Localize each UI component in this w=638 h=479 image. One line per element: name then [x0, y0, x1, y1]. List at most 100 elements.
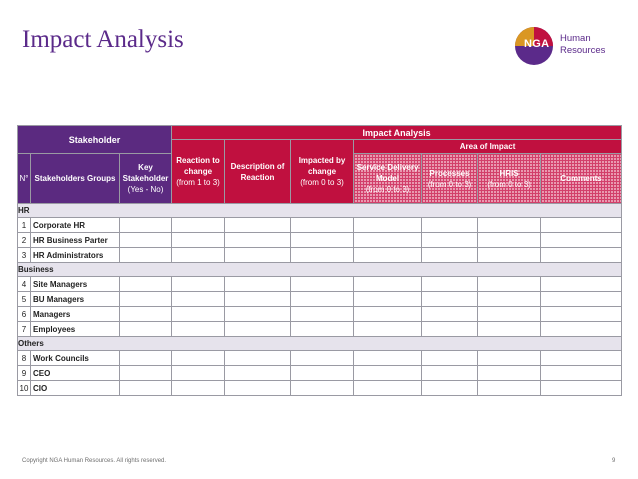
table-cell[interactable] — [353, 217, 423, 233]
col-reaction-label: Reaction to change — [176, 156, 220, 176]
table-cell[interactable] — [118, 380, 173, 396]
nga-logo-icon — [515, 27, 553, 65]
table-cell[interactable] — [224, 321, 292, 337]
table-cell[interactable] — [353, 321, 423, 337]
table-cell[interactable] — [353, 276, 423, 292]
stakeholder-name: BU Managers — [30, 291, 120, 307]
table-cell[interactable] — [118, 350, 173, 366]
table-cell[interactable] — [118, 276, 173, 292]
table-cell[interactable] — [171, 306, 226, 322]
table-cell[interactable] — [477, 380, 542, 396]
table-cell[interactable] — [421, 232, 479, 248]
table-cell[interactable] — [224, 306, 292, 322]
table-cell[interactable] — [421, 321, 479, 337]
table-cell[interactable] — [421, 350, 479, 366]
row-number: 5 — [17, 291, 31, 307]
table-cell[interactable] — [540, 291, 623, 307]
table-cell[interactable] — [118, 291, 173, 307]
group-row: HR — [16, 203, 623, 218]
table-cell[interactable] — [540, 365, 623, 381]
table-cell[interactable] — [353, 247, 423, 263]
table-cell[interactable] — [477, 306, 542, 322]
col-hris-scale: (from 0 to 3) — [487, 179, 531, 189]
table-cell[interactable] — [353, 380, 423, 396]
table-cell[interactable] — [421, 365, 479, 381]
table-cell[interactable] — [477, 276, 542, 292]
table-cell[interactable] — [421, 380, 479, 396]
table-cell[interactable] — [290, 321, 355, 337]
table-cell[interactable] — [171, 291, 226, 307]
table-cell[interactable] — [477, 247, 542, 263]
table-cell[interactable] — [118, 321, 173, 337]
table-cell[interactable] — [224, 291, 292, 307]
table-cell[interactable] — [477, 291, 542, 307]
table-cell[interactable] — [118, 217, 173, 233]
table-cell[interactable] — [421, 276, 479, 292]
table-cell[interactable] — [224, 217, 292, 233]
table-cell[interactable] — [224, 350, 292, 366]
table-cell[interactable] — [118, 365, 173, 381]
col-service-label: Service Delivery Model — [356, 163, 419, 183]
table-cell[interactable] — [540, 380, 623, 396]
table-cell[interactable] — [171, 232, 226, 248]
table-cell[interactable] — [171, 276, 226, 292]
table-cell[interactable] — [224, 247, 292, 263]
table-cell[interactable] — [353, 365, 423, 381]
col-key-label: Key Stakeholder — [122, 163, 169, 183]
table-cell[interactable] — [421, 247, 479, 263]
table-cell[interactable] — [540, 350, 623, 366]
table-cell[interactable] — [171, 217, 226, 233]
table-cell[interactable] — [421, 217, 479, 233]
group-label: HR — [16, 203, 623, 218]
table-cell[interactable] — [477, 217, 542, 233]
table-cell[interactable] — [171, 365, 226, 381]
table-cell[interactable] — [290, 276, 355, 292]
table-cell[interactable] — [540, 276, 623, 292]
area-of-impact-header: Area of Impact — [353, 139, 623, 154]
table-cell[interactable] — [477, 321, 542, 337]
table-cell[interactable] — [290, 350, 355, 366]
table-cell[interactable] — [421, 306, 479, 322]
table-cell[interactable] — [540, 247, 623, 263]
table-cell[interactable] — [224, 380, 292, 396]
table-cell[interactable] — [290, 380, 355, 396]
table-cell[interactable] — [290, 306, 355, 322]
table-cell[interactable] — [171, 247, 226, 263]
table-cell[interactable] — [353, 232, 423, 248]
row-number: 7 — [17, 321, 31, 337]
table-cell[interactable] — [540, 306, 623, 322]
table-cell[interactable] — [290, 217, 355, 233]
table-cell[interactable] — [118, 247, 173, 263]
table-cell[interactable] — [353, 306, 423, 322]
table-cell[interactable] — [290, 291, 355, 307]
table-cell[interactable] — [224, 276, 292, 292]
table-cell[interactable] — [224, 365, 292, 381]
table-cell[interactable] — [540, 232, 623, 248]
table-cell[interactable] — [477, 365, 542, 381]
table-row: 9 CEO — [17, 365, 623, 381]
col-hris: HRIS (from 0 to 3) — [477, 153, 542, 204]
stakeholder-header: Stakeholder — [16, 125, 173, 154]
table-cell[interactable] — [477, 232, 542, 248]
stakeholder-name: Employees — [30, 321, 120, 337]
col-hris-label: HRIS — [499, 168, 519, 178]
table-cell[interactable] — [353, 350, 423, 366]
table-cell[interactable] — [540, 321, 623, 337]
table-cell[interactable] — [353, 291, 423, 307]
table-cell[interactable] — [290, 232, 355, 248]
table-row: 4 Site Managers — [17, 276, 623, 292]
table-cell[interactable] — [118, 232, 173, 248]
table-cell[interactable] — [224, 232, 292, 248]
table-cell[interactable] — [290, 247, 355, 263]
row-number: 8 — [17, 350, 31, 366]
table-cell[interactable] — [421, 291, 479, 307]
table-cell[interactable] — [290, 365, 355, 381]
table-cell[interactable] — [477, 350, 542, 366]
col-impacted-scale: (from 0 to 3) — [300, 178, 344, 187]
col-reaction: Reaction to change (from 1 to 3) — [171, 139, 226, 204]
table-cell[interactable] — [540, 217, 623, 233]
table-cell[interactable] — [171, 350, 226, 366]
table-cell[interactable] — [118, 306, 173, 322]
table-cell[interactable] — [171, 380, 226, 396]
table-cell[interactable] — [171, 321, 226, 337]
